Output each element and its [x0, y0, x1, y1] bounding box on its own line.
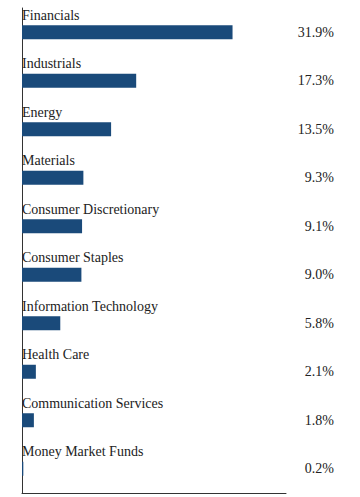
svg-text:Consumer Staples: Consumer Staples — [22, 250, 124, 265]
svg-text:Money Market Funds: Money Market Funds — [22, 444, 143, 459]
svg-text:9.0%: 9.0% — [305, 267, 335, 282]
svg-text:Energy: Energy — [22, 105, 62, 120]
svg-text:Consumer Discretionary: Consumer Discretionary — [22, 202, 159, 217]
svg-text:17.3%: 17.3% — [298, 73, 335, 88]
svg-text:2.1%: 2.1% — [305, 364, 335, 379]
svg-text:5.8%: 5.8% — [305, 316, 335, 331]
svg-text:9.3%: 9.3% — [305, 170, 335, 185]
svg-text:Financials: Financials — [22, 8, 80, 23]
svg-text:13.5%: 13.5% — [298, 122, 335, 137]
svg-text:Communication Services: Communication Services — [22, 396, 163, 411]
svg-text:Materials: Materials — [22, 153, 75, 168]
svg-text:1.8%: 1.8% — [305, 413, 335, 428]
svg-text:Health Care: Health Care — [22, 347, 89, 362]
svg-text:31.9%: 31.9% — [298, 25, 335, 40]
svg-text:9.1%: 9.1% — [305, 219, 335, 234]
svg-text:Industrials: Industrials — [22, 56, 81, 71]
svg-text:Information Technology: Information Technology — [22, 299, 158, 314]
svg-text:0.2%: 0.2% — [305, 461, 335, 476]
